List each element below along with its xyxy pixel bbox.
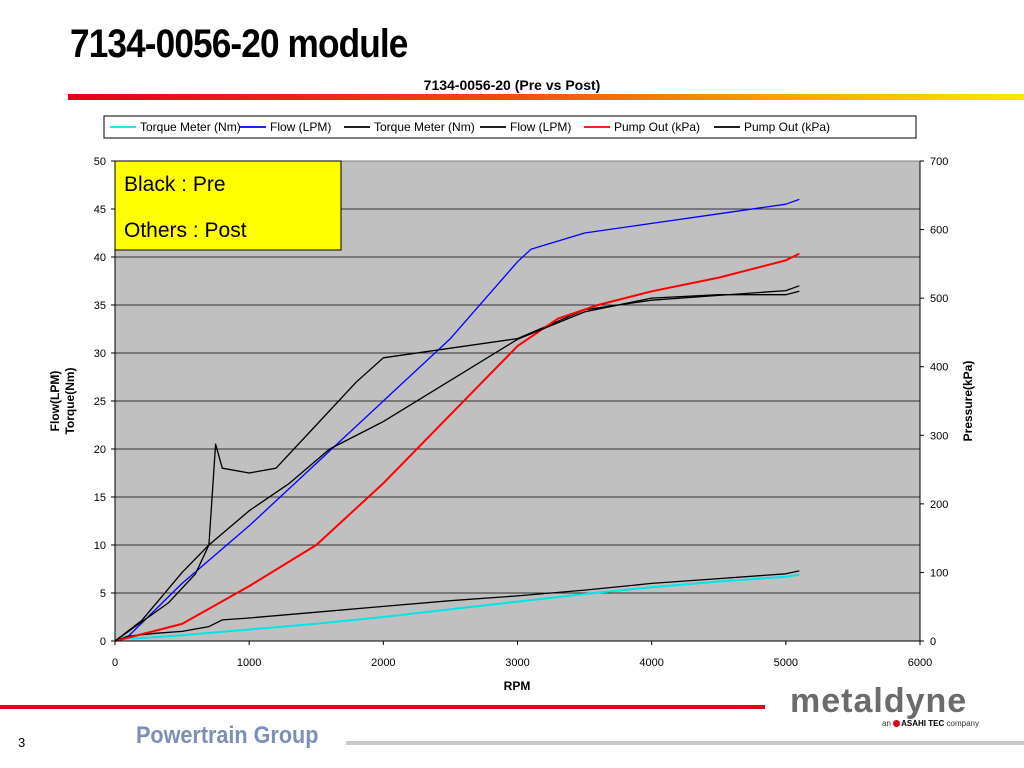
legend-label-4: Pump Out (kPa) (614, 120, 700, 134)
y-left-tick-label: 5 (100, 588, 106, 600)
series-group (114, 198, 800, 642)
y-right-tick-label: 500 (930, 293, 948, 305)
x-axis-label: RPM (504, 679, 531, 693)
page-number: 3 (18, 735, 26, 750)
footer-group-name: Powertrain Group (136, 722, 319, 749)
logo-wordmark: metaldyne (790, 682, 968, 720)
legend: Torque Meter (Nm) Flow (LPM) Torque Meter … (110, 120, 830, 134)
series-line-4 (114, 252, 800, 642)
y-right-tick-label: 0 (930, 636, 936, 648)
series-line-1 (114, 198, 800, 642)
series-line-2 (114, 570, 800, 642)
x-tick-label: 1000 (237, 657, 261, 669)
legend-label-2: Torque Meter (Nm) (374, 120, 475, 134)
metaldyne-logo: metaldyne an ASAHI TEC company (790, 682, 990, 732)
y-left-tick-label: 45 (94, 204, 106, 216)
legend-label-1: Flow (LPM) (270, 120, 331, 134)
x-tick-label: 4000 (639, 657, 663, 669)
y-axis-left-label-line1: Flow(LPM) (48, 371, 62, 432)
axes: 0510152025303540455001002003004005006007… (94, 156, 949, 669)
annotation-line-post: Others : Post (124, 219, 247, 242)
y-left-tick-label: 0 (100, 636, 106, 648)
y-right-tick-label: 700 (930, 156, 948, 168)
y-right-tick-label: 600 (930, 225, 948, 237)
y-left-tick-label: 15 (94, 492, 106, 504)
y-right-tick-label: 400 (930, 362, 948, 374)
pre-vs-post-chart: 7134-0056-20 (Pre vs Post) Torque Meter … (48, 77, 975, 693)
slide-title: 7134-0056-20 module (70, 22, 408, 66)
legend-label-5: Pump Out (kPa) (744, 120, 830, 134)
y-left-tick-label: 50 (94, 156, 106, 168)
x-tick-label: 3000 (505, 657, 529, 669)
footer-gray-line (346, 741, 1024, 745)
legend-label-3: Flow (LPM) (510, 120, 571, 134)
y-right-tick-label: 200 (930, 499, 948, 511)
y-left-tick-label: 35 (94, 300, 106, 312)
legend-box (103, 115, 917, 139)
y-right-tick-label: 300 (930, 430, 948, 442)
series-line-3 (114, 285, 800, 642)
title-gradient-bar (68, 94, 1024, 100)
asahi-mark-icon (893, 720, 901, 727)
x-tick-label: 0 (112, 657, 118, 669)
x-tick-label: 6000 (908, 657, 932, 669)
x-tick-label: 5000 (774, 657, 798, 669)
y-left-tick-label: 30 (94, 348, 106, 360)
y-left-tick-label: 25 (94, 396, 106, 408)
legend-label-0: Torque Meter (Nm) (140, 120, 241, 134)
logo-sub-suffix: company (946, 719, 979, 728)
chart-title: 7134-0056-20 (Pre vs Post) (424, 77, 601, 93)
y-left-tick-label: 40 (94, 252, 106, 264)
y-axis-left-label-line2: Torque(Nm) (63, 367, 77, 434)
footer-red-line (0, 705, 765, 709)
y-axis-right-label: Pressure(kPa) (961, 361, 975, 442)
x-tick-label: 2000 (371, 657, 395, 669)
logo-sub-brand: ASAHI TEC (901, 719, 945, 728)
y-right-tick-label: 100 (930, 567, 948, 579)
series-line-5 (114, 290, 800, 642)
y-left-tick-label: 10 (94, 540, 106, 552)
logo-sub-prefix: an (882, 719, 891, 728)
logo-subline: an ASAHI TEC company (882, 719, 979, 728)
series-line-0 (114, 573, 800, 642)
annotation-line-pre: Black : Pre (124, 173, 226, 196)
y-left-tick-label: 20 (94, 444, 106, 456)
annotation-box (114, 160, 342, 251)
